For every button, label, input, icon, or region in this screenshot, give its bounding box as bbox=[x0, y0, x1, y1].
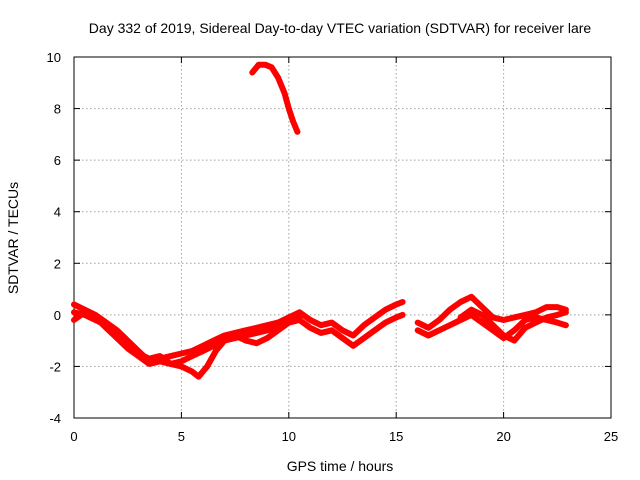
x-tick-label: 5 bbox=[178, 429, 185, 444]
series-track-g bbox=[457, 306, 569, 344]
plot-frame bbox=[73, 56, 612, 419]
axis-ticks: 0 5 10 15 20 25 -4 -2 0 2 4 6 8 10 bbox=[47, 50, 619, 444]
series-track-c bbox=[71, 309, 303, 380]
y-tick-label: 8 bbox=[54, 102, 61, 117]
x-tick-label: 10 bbox=[282, 429, 296, 444]
series-track-e bbox=[414, 293, 569, 331]
chart-title: Day 332 of 2019, Sidereal Day-to-day VTE… bbox=[89, 20, 592, 36]
x-axis-label: GPS time / hours bbox=[287, 458, 394, 474]
y-tick-label: 6 bbox=[54, 153, 61, 168]
y-tick-label: -2 bbox=[49, 359, 61, 374]
x-tick-label: 15 bbox=[389, 429, 403, 444]
data-series bbox=[71, 61, 569, 380]
y-tick-label: 10 bbox=[47, 50, 61, 65]
series-track-a bbox=[71, 299, 406, 365]
series-track-d bbox=[249, 61, 301, 135]
x-tick-label: 25 bbox=[604, 429, 618, 444]
x-tick-label: 0 bbox=[70, 429, 77, 444]
y-tick-label: -4 bbox=[49, 411, 61, 426]
x-tick-label: 20 bbox=[496, 429, 510, 444]
y-tick-label: 2 bbox=[54, 256, 61, 271]
y-axis-label: SDTVAR / TECUs bbox=[5, 182, 21, 294]
y-tick-label: 4 bbox=[54, 205, 61, 220]
y-tick-label: 0 bbox=[54, 308, 61, 323]
